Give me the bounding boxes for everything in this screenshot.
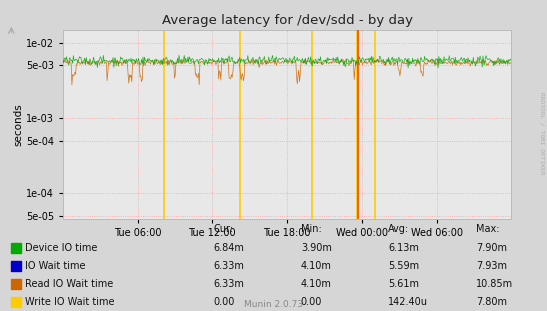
Text: RRDTOOL / TOBI OETIKER: RRDTOOL / TOBI OETIKER [539,92,544,175]
Text: 4.10m: 4.10m [301,279,331,289]
Title: Average latency for /dev/sdd - by day: Average latency for /dev/sdd - by day [162,14,412,27]
Text: Avg:: Avg: [388,224,410,234]
Text: 5.61m: 5.61m [388,279,420,289]
Text: 10.85m: 10.85m [476,279,513,289]
Text: Cur:: Cur: [213,224,234,234]
Text: Write IO Wait time: Write IO Wait time [25,297,114,307]
Text: 6.13m: 6.13m [388,243,419,253]
Text: 6.33m: 6.33m [213,261,244,271]
Text: 4.10m: 4.10m [301,261,331,271]
Text: 3.90m: 3.90m [301,243,331,253]
Text: 7.80m: 7.80m [476,297,507,307]
Text: 5.59m: 5.59m [388,261,420,271]
Text: Read IO Wait time: Read IO Wait time [25,279,113,289]
Text: 7.90m: 7.90m [476,243,507,253]
Text: Max:: Max: [476,224,499,234]
Text: 6.84m: 6.84m [213,243,244,253]
Text: 0.00: 0.00 [213,297,235,307]
Text: 7.93m: 7.93m [476,261,507,271]
Text: 0.00: 0.00 [301,297,322,307]
Text: 6.33m: 6.33m [213,279,244,289]
Text: 142.40u: 142.40u [388,297,428,307]
Text: Munin 2.0.73: Munin 2.0.73 [244,299,303,309]
Text: Device IO time: Device IO time [25,243,97,253]
Text: Min:: Min: [301,224,322,234]
Text: IO Wait time: IO Wait time [25,261,85,271]
Y-axis label: seconds: seconds [13,103,23,146]
